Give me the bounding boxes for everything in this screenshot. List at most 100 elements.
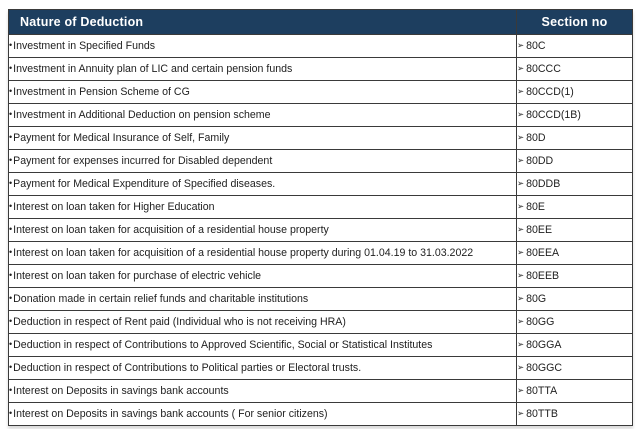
section-text: 80CCD(1B) xyxy=(526,109,581,121)
section-cell: ➢ 80CCD(1B) xyxy=(516,103,633,127)
arrowhead-icon: ➢ xyxy=(517,409,525,419)
bullet-icon: • xyxy=(9,178,13,188)
table-row: •Investment in Specified Funds ➢ 80C xyxy=(8,34,633,58)
section-cell: ➢ 80DDB xyxy=(516,172,633,196)
deduction-text: Deduction in respect of Rent paid (Indiv… xyxy=(13,316,346,328)
table-row: •Interest on loan taken for Higher Educa… xyxy=(8,195,633,219)
table-row: •Deduction in respect of Contributions t… xyxy=(8,356,633,380)
section-cell: ➢ 80C xyxy=(516,34,633,58)
bullet-icon: • xyxy=(9,40,13,50)
bullet-icon: • xyxy=(9,224,13,234)
section-cell: ➢ 80GGA xyxy=(516,333,633,357)
deduction-text: Interest on loan taken for acquisition o… xyxy=(13,247,474,259)
section-text: 80CCC xyxy=(526,63,561,75)
bullet-icon: • xyxy=(9,362,13,372)
nature-cell: •Deduction in respect of Contributions t… xyxy=(8,333,517,357)
section-cell: ➢ 80EEB xyxy=(516,264,633,288)
section-text: 80DD xyxy=(526,155,554,167)
deduction-text: Payment for Medical Insurance of Self, F… xyxy=(13,132,230,144)
bullet-icon: • xyxy=(9,155,13,165)
deduction-text: Interest on Deposits in savings bank acc… xyxy=(13,385,229,397)
nature-cell: •Interest on loan taken for acquisition … xyxy=(8,218,517,242)
section-cell: ➢ 80EEA xyxy=(516,241,633,265)
arrowhead-icon: ➢ xyxy=(517,41,525,51)
section-text: 80G xyxy=(526,293,547,305)
bullet-icon: • xyxy=(9,132,13,142)
section-text: 80DDB xyxy=(526,178,561,190)
nature-cell: •Interest on Deposits in savings bank ac… xyxy=(8,379,517,403)
arrowhead-icon: ➢ xyxy=(517,271,525,281)
section-cell: ➢ 80CCD(1) xyxy=(516,80,633,104)
bullet-icon: • xyxy=(9,339,13,349)
bullet-icon: • xyxy=(9,201,13,211)
section-text: 80GG xyxy=(526,316,555,328)
section-text: 80GGC xyxy=(526,362,563,374)
table-row: •Payment for Medical Expenditure of Spec… xyxy=(8,172,633,196)
table-row: •Investment in Additional Deduction on p… xyxy=(8,103,633,127)
deduction-text: Investment in Specified Funds xyxy=(13,40,156,52)
nature-cell: •Interest on Deposits in savings bank ac… xyxy=(8,402,517,426)
nature-cell: •Payment for Medical Insurance of Self, … xyxy=(8,126,517,150)
arrowhead-icon: ➢ xyxy=(517,386,525,396)
deduction-text: Payment for Medical Expenditure of Speci… xyxy=(13,178,276,190)
table-row: •Donation made in certain relief funds a… xyxy=(8,287,633,311)
section-cell: ➢ 80E xyxy=(516,195,633,219)
nature-cell: •Interest on loan taken for acquisition … xyxy=(8,241,517,265)
arrowhead-icon: ➢ xyxy=(517,225,525,235)
header-section-no: Section no xyxy=(516,9,633,35)
arrowhead-icon: ➢ xyxy=(517,340,525,350)
deduction-text: Payment for expenses incurred for Disabl… xyxy=(13,155,273,167)
deduction-text: Investment in Additional Deduction on pe… xyxy=(13,109,271,121)
arrowhead-icon: ➢ xyxy=(517,133,525,143)
arrowhead-icon: ➢ xyxy=(517,294,525,304)
deduction-text: Investment in Pension Scheme of CG xyxy=(13,86,190,98)
arrowhead-icon: ➢ xyxy=(517,110,525,120)
section-cell: ➢ 80D xyxy=(516,126,633,150)
table-row: •Interest on loan taken for acquisition … xyxy=(8,218,633,242)
deduction-text: Deduction in respect of Contributions to… xyxy=(13,362,362,374)
section-text: 80D xyxy=(526,132,546,144)
bullet-icon: • xyxy=(9,270,13,280)
deduction-text: Interest on Deposits in savings bank acc… xyxy=(13,408,328,420)
arrowhead-icon: ➢ xyxy=(517,87,525,97)
deduction-text: Donation made in certain relief funds an… xyxy=(13,293,309,305)
nature-cell: •Payment for Medical Expenditure of Spec… xyxy=(8,172,517,196)
nature-cell: •Deduction in respect of Contributions t… xyxy=(8,356,517,380)
deduction-text: Interest on loan taken for acquisition o… xyxy=(13,224,329,236)
arrowhead-icon: ➢ xyxy=(517,64,525,74)
nature-cell: •Investment in Pension Scheme of CG xyxy=(8,80,517,104)
nature-cell: •Investment in Annuity plan of LIC and c… xyxy=(8,57,517,81)
bullet-icon: • xyxy=(9,247,13,257)
table-row: •Payment for expenses incurred for Disab… xyxy=(8,149,633,173)
arrowhead-icon: ➢ xyxy=(517,179,525,189)
table-row: •Interest on loan taken for acquisition … xyxy=(8,241,633,265)
section-text: 80EE xyxy=(526,224,553,236)
section-text: 80EEB xyxy=(526,270,560,282)
deduction-text: Interest on loan taken for Higher Educat… xyxy=(13,201,215,213)
section-text: 80EEA xyxy=(526,247,560,259)
bullet-icon: • xyxy=(9,293,13,303)
section-cell: ➢ 80EE xyxy=(516,218,633,242)
table-row: •Deduction in respect of Rent paid (Indi… xyxy=(8,310,633,334)
bullet-icon: • xyxy=(9,385,13,395)
arrowhead-icon: ➢ xyxy=(517,248,525,258)
section-text: 80GGA xyxy=(526,339,562,351)
section-cell: ➢ 80CCC xyxy=(516,57,633,81)
section-cell: ➢ 80TTA xyxy=(516,379,633,403)
section-text: 80TTA xyxy=(526,385,558,397)
table-row: •Interest on loan taken for purchase of … xyxy=(8,264,633,288)
section-cell: ➢ 80G xyxy=(516,287,633,311)
arrowhead-icon: ➢ xyxy=(517,156,525,166)
section-cell: ➢ 80DD xyxy=(516,149,633,173)
bullet-icon: • xyxy=(9,316,13,326)
section-cell: ➢ 80GGC xyxy=(516,356,633,380)
section-cell: ➢ 80TTB xyxy=(516,402,633,426)
deductions-table: Nature of Deduction Section no •Investme… xyxy=(8,9,633,426)
nature-cell: •Investment in Additional Deduction on p… xyxy=(8,103,517,127)
section-text: 80E xyxy=(526,201,545,213)
table-row: •Interest on Deposits in savings bank ac… xyxy=(8,379,633,403)
header-nature-of-deduction: Nature of Deduction xyxy=(8,9,517,35)
section-cell: ➢ 80GG xyxy=(516,310,633,334)
section-text: 80TTB xyxy=(526,408,558,420)
